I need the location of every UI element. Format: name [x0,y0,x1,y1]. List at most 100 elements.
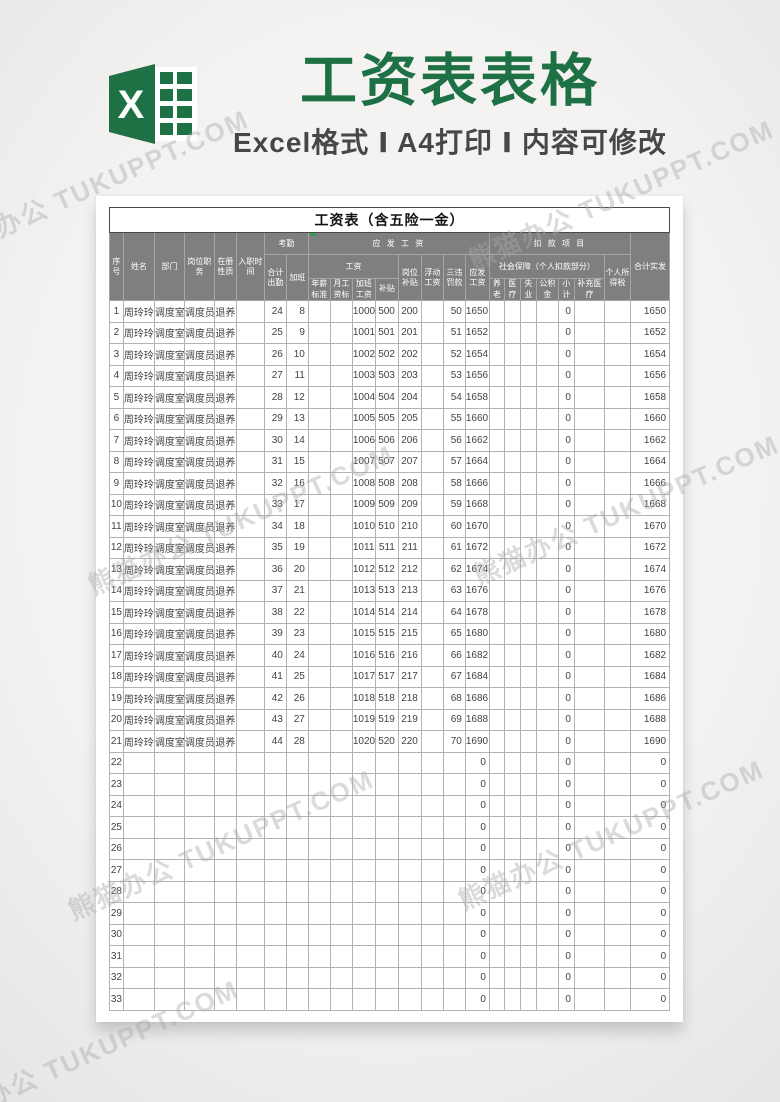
cell[interactable] [329,321,353,344]
cell[interactable] [535,794,559,817]
cell[interactable] [503,644,521,667]
cell[interactable]: 1676 [629,579,671,602]
cell[interactable] [420,386,444,409]
cell[interactable] [307,945,331,968]
cell[interactable]: 10 [285,343,309,366]
cell[interactable] [183,988,215,1011]
cell[interactable] [603,988,631,1011]
col-header-overtime-pay[interactable]: 加班工资 [351,278,376,301]
cell[interactable]: 500 [374,300,399,323]
cell[interactable]: 505 [374,407,399,430]
cell[interactable] [374,966,399,989]
cell[interactable] [420,644,444,667]
cell[interactable] [573,579,605,602]
cell[interactable]: 39 [263,622,287,645]
cell[interactable] [153,902,185,925]
cell[interactable]: 1660 [464,407,490,430]
cell[interactable]: 1016 [351,644,376,667]
cell[interactable]: 37 [263,579,287,602]
cell[interactable] [420,923,444,946]
cell[interactable] [535,472,559,495]
cell[interactable] [420,708,444,731]
cell[interactable]: 208 [397,472,422,495]
cell[interactable] [153,773,185,796]
cell[interactable]: 38 [263,601,287,624]
cell[interactable] [519,816,537,839]
cell[interactable] [285,794,309,817]
col-header-dept[interactable]: 部门 [153,232,185,301]
cell[interactable]: 214 [397,601,422,624]
cell[interactable] [235,493,265,516]
cell[interactable] [535,880,559,903]
cell[interactable] [285,837,309,860]
cell[interactable] [535,601,559,624]
cell[interactable]: 0 [557,923,575,946]
cell[interactable] [235,665,265,688]
cell[interactable]: 1014 [351,601,376,624]
cell[interactable]: 0 [557,622,575,645]
cell[interactable] [503,988,521,1011]
cell[interactable]: 16 [285,472,309,495]
cell[interactable]: 1006 [351,429,376,452]
cell[interactable]: 5 [108,386,124,409]
cell[interactable] [329,708,353,731]
cell[interactable] [442,945,466,968]
cell[interactable]: 调度员 [183,364,215,387]
cell[interactable]: 调度员 [183,687,215,710]
cell[interactable] [420,321,444,344]
cell[interactable]: 0 [557,364,575,387]
cell[interactable] [519,773,537,796]
cell[interactable] [183,794,215,817]
cell[interactable] [519,988,537,1011]
cell[interactable] [535,730,559,753]
cell[interactable]: 60 [442,515,466,538]
cell[interactable]: 1660 [629,407,671,430]
cell[interactable]: 33 [108,988,124,1011]
cell[interactable]: 调度室 [153,687,185,710]
cell[interactable]: 调度室 [153,579,185,602]
cell[interactable] [603,364,631,387]
cell[interactable]: 0 [464,923,490,946]
cell[interactable] [397,837,422,860]
cell[interactable] [420,837,444,860]
cell[interactable] [397,773,422,796]
cell[interactable] [519,622,537,645]
cell[interactable]: 调度员 [183,472,215,495]
cell[interactable]: 0 [557,988,575,1011]
cell[interactable]: 27 [285,708,309,731]
cell[interactable] [307,343,331,366]
cell[interactable]: 0 [464,988,490,1011]
cell[interactable] [573,794,605,817]
cell[interactable] [420,300,444,323]
cell[interactable] [329,859,353,882]
cell[interactable]: 调度室 [153,708,185,731]
cell[interactable]: 42 [263,687,287,710]
cell[interactable]: 退养 [213,300,237,323]
cell[interactable]: 512 [374,558,399,581]
cell[interactable]: 0 [557,794,575,817]
cell[interactable]: 1662 [629,429,671,452]
cell[interactable] [153,751,185,774]
cell[interactable] [329,343,353,366]
cell[interactable] [603,859,631,882]
cell[interactable]: 0 [464,751,490,774]
cell[interactable]: 0 [557,708,575,731]
col-header-post-subsidy[interactable]: 岗位补贴 [397,254,422,301]
cell[interactable] [397,816,422,839]
cell[interactable]: 0 [557,945,575,968]
cell[interactable]: 调度室 [153,386,185,409]
cell[interactable] [519,493,537,516]
cell[interactable] [573,493,605,516]
cell[interactable] [519,902,537,925]
cell[interactable]: 1666 [464,472,490,495]
cell[interactable] [235,794,265,817]
cell[interactable] [183,880,215,903]
cell[interactable] [329,665,353,688]
cell[interactable] [329,364,353,387]
cell[interactable]: 1018 [351,687,376,710]
cell[interactable] [573,300,605,323]
cell[interactable]: 43 [263,708,287,731]
cell[interactable] [397,923,422,946]
cell[interactable]: 27 [108,859,124,882]
cell[interactable] [519,644,537,667]
